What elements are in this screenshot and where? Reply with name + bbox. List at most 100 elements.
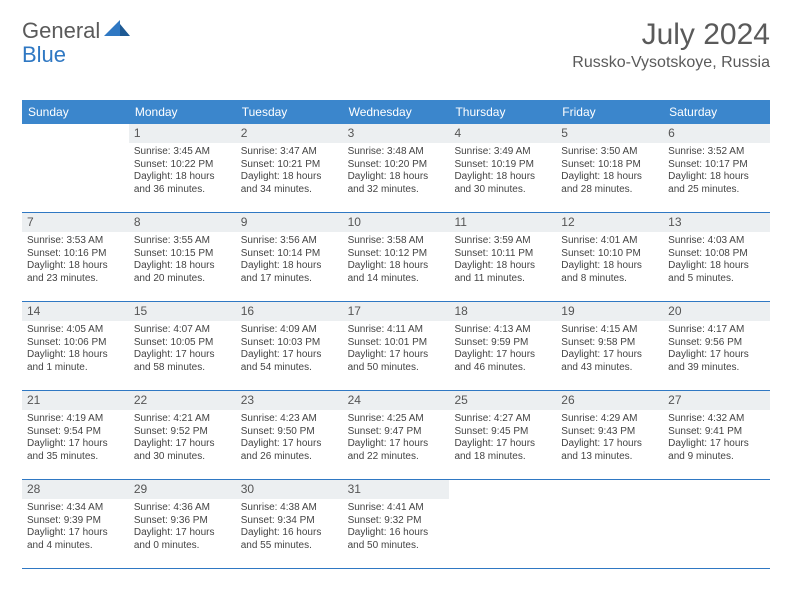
day-cell: 5Sunrise: 3:50 AMSunset: 10:18 PMDayligh… <box>556 124 663 212</box>
day-cell: 14Sunrise: 4:05 AMSunset: 10:06 PMDaylig… <box>22 302 129 390</box>
day-cell: 27Sunrise: 4:32 AMSunset: 9:41 PMDayligh… <box>663 391 770 479</box>
day-body: Sunrise: 4:38 AMSunset: 9:34 PMDaylight:… <box>236 499 343 558</box>
day-of-week-header: Sunday Monday Tuesday Wednesday Thursday… <box>22 100 770 124</box>
day-number: 20 <box>663 302 770 321</box>
day-sunrise: Sunrise: 3:52 AM <box>668 146 765 159</box>
day-day1: Daylight: 17 hours <box>561 349 658 362</box>
day-sunrise: Sunrise: 4:27 AM <box>454 413 551 426</box>
day-cell: 17Sunrise: 4:11 AMSunset: 10:01 PMDaylig… <box>343 302 450 390</box>
day-body: Sunrise: 4:27 AMSunset: 9:45 PMDaylight:… <box>449 410 556 469</box>
day-sunrise: Sunrise: 4:29 AM <box>561 413 658 426</box>
day-sunrise: Sunrise: 4:23 AM <box>241 413 338 426</box>
day-number: 30 <box>236 480 343 499</box>
day-sunrise: Sunrise: 3:47 AM <box>241 146 338 159</box>
day-number: 1 <box>129 124 236 143</box>
day-day2: and 46 minutes. <box>454 362 551 375</box>
day-number: 9 <box>236 213 343 232</box>
day-sunset: Sunset: 9:52 PM <box>134 426 231 439</box>
day-day1: Daylight: 17 hours <box>27 527 124 540</box>
day-number: 12 <box>556 213 663 232</box>
day-day1: Daylight: 17 hours <box>668 438 765 451</box>
day-body: Sunrise: 3:50 AMSunset: 10:18 PMDaylight… <box>556 143 663 202</box>
day-day2: and 36 minutes. <box>134 184 231 197</box>
day-body: Sunrise: 4:21 AMSunset: 9:52 PMDaylight:… <box>129 410 236 469</box>
day-day2: and 54 minutes. <box>241 362 338 375</box>
day-sunset: Sunset: 9:47 PM <box>348 426 445 439</box>
day-body: Sunrise: 3:49 AMSunset: 10:19 PMDaylight… <box>449 143 556 202</box>
day-cell: 4Sunrise: 3:49 AMSunset: 10:19 PMDayligh… <box>449 124 556 212</box>
day-body: Sunrise: 3:47 AMSunset: 10:21 PMDaylight… <box>236 143 343 202</box>
week-row: 1Sunrise: 3:45 AMSunset: 10:22 PMDayligh… <box>22 124 770 213</box>
day-day1: Daylight: 18 hours <box>561 171 658 184</box>
day-sunrise: Sunrise: 4:05 AM <box>27 324 124 337</box>
day-day2: and 35 minutes. <box>27 451 124 464</box>
day-number: 15 <box>129 302 236 321</box>
day-cell: 6Sunrise: 3:52 AMSunset: 10:17 PMDayligh… <box>663 124 770 212</box>
day-body: Sunrise: 3:59 AMSunset: 10:11 PMDaylight… <box>449 232 556 291</box>
day-sunset: Sunset: 9:39 PM <box>27 515 124 528</box>
day-sunrise: Sunrise: 3:59 AM <box>454 235 551 248</box>
day-day1: Daylight: 16 hours <box>241 527 338 540</box>
day-cell: 7Sunrise: 3:53 AMSunset: 10:16 PMDayligh… <box>22 213 129 301</box>
day-cell: 25Sunrise: 4:27 AMSunset: 9:45 PMDayligh… <box>449 391 556 479</box>
day-number <box>449 480 556 498</box>
day-sunset: Sunset: 9:43 PM <box>561 426 658 439</box>
day-body: Sunrise: 4:29 AMSunset: 9:43 PMDaylight:… <box>556 410 663 469</box>
day-sunrise: Sunrise: 4:01 AM <box>561 235 658 248</box>
month-title: July 2024 <box>572 18 770 52</box>
day-sunset: Sunset: 9:32 PM <box>348 515 445 528</box>
day-day1: Daylight: 17 hours <box>348 438 445 451</box>
day-sunrise: Sunrise: 4:13 AM <box>454 324 551 337</box>
location-label: Russko-Vysotskoye, Russia <box>572 54 770 72</box>
day-number: 29 <box>129 480 236 499</box>
dow-friday: Friday <box>556 100 663 124</box>
weeks-container: 1Sunrise: 3:45 AMSunset: 10:22 PMDayligh… <box>22 124 770 569</box>
day-body: Sunrise: 3:45 AMSunset: 10:22 PMDaylight… <box>129 143 236 202</box>
day-number: 23 <box>236 391 343 410</box>
day-sunrise: Sunrise: 3:45 AM <box>134 146 231 159</box>
day-sunrise: Sunrise: 4:11 AM <box>348 324 445 337</box>
day-day1: Daylight: 17 hours <box>561 438 658 451</box>
day-body: Sunrise: 4:05 AMSunset: 10:06 PMDaylight… <box>22 321 129 380</box>
day-day2: and 30 minutes. <box>134 451 231 464</box>
day-sunrise: Sunrise: 3:49 AM <box>454 146 551 159</box>
day-day1: Daylight: 18 hours <box>348 171 445 184</box>
day-body: Sunrise: 4:19 AMSunset: 9:54 PMDaylight:… <box>22 410 129 469</box>
day-sunrise: Sunrise: 4:19 AM <box>27 413 124 426</box>
logo-text-general: General <box>22 18 100 44</box>
day-cell <box>663 480 770 568</box>
day-day2: and 28 minutes. <box>561 184 658 197</box>
day-number: 14 <box>22 302 129 321</box>
week-row: 21Sunrise: 4:19 AMSunset: 9:54 PMDayligh… <box>22 391 770 480</box>
day-cell <box>22 124 129 212</box>
day-sunset: Sunset: 10:12 PM <box>348 248 445 261</box>
day-day2: and 11 minutes. <box>454 273 551 286</box>
day-day1: Daylight: 17 hours <box>668 349 765 362</box>
day-day2: and 22 minutes. <box>348 451 445 464</box>
day-day2: and 32 minutes. <box>348 184 445 197</box>
day-body: Sunrise: 3:55 AMSunset: 10:15 PMDaylight… <box>129 232 236 291</box>
day-sunrise: Sunrise: 4:34 AM <box>27 502 124 515</box>
day-day2: and 8 minutes. <box>561 273 658 286</box>
day-day2: and 26 minutes. <box>241 451 338 464</box>
day-sunrise: Sunrise: 3:55 AM <box>134 235 231 248</box>
day-day1: Daylight: 17 hours <box>134 527 231 540</box>
day-sunset: Sunset: 10:15 PM <box>134 248 231 261</box>
day-day2: and 5 minutes. <box>668 273 765 286</box>
week-row: 7Sunrise: 3:53 AMSunset: 10:16 PMDayligh… <box>22 213 770 302</box>
day-body: Sunrise: 4:36 AMSunset: 9:36 PMDaylight:… <box>129 499 236 558</box>
day-day2: and 17 minutes. <box>241 273 338 286</box>
day-sunrise: Sunrise: 3:56 AM <box>241 235 338 248</box>
day-day2: and 0 minutes. <box>134 540 231 553</box>
day-number: 16 <box>236 302 343 321</box>
day-sunset: Sunset: 10:17 PM <box>668 159 765 172</box>
day-day1: Daylight: 18 hours <box>668 171 765 184</box>
day-body: Sunrise: 3:58 AMSunset: 10:12 PMDaylight… <box>343 232 450 291</box>
day-number: 31 <box>343 480 450 499</box>
dow-monday: Monday <box>129 100 236 124</box>
day-body: Sunrise: 4:23 AMSunset: 9:50 PMDaylight:… <box>236 410 343 469</box>
week-row: 14Sunrise: 4:05 AMSunset: 10:06 PMDaylig… <box>22 302 770 391</box>
day-sunset: Sunset: 10:11 PM <box>454 248 551 261</box>
day-day1: Daylight: 17 hours <box>454 438 551 451</box>
day-day1: Daylight: 18 hours <box>134 171 231 184</box>
